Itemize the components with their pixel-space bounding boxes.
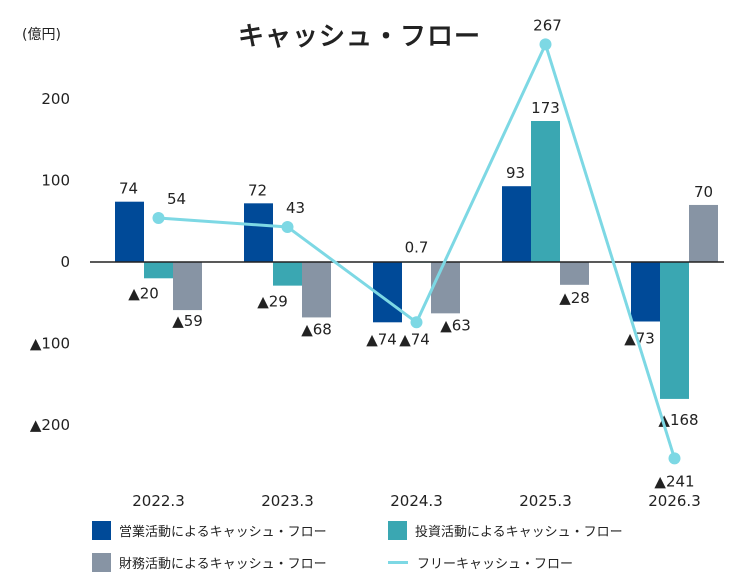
legend-item-operating: 営業活動によるキャッシュ・フロー [92,521,327,540]
point-free-cash-flow [410,316,423,329]
data-label-financing: ▲28 [559,289,590,307]
data-label-free: ▲74 [399,330,430,348]
legend-swatch-investing [388,521,407,540]
legend-swatch-operating [92,521,111,540]
point-free-cash-flow [668,452,681,465]
y-tick-label: 100 [41,172,70,190]
data-label-investing: 0.7 [405,238,429,256]
data-label-free: ▲241 [654,472,694,490]
bar-operating [502,186,531,262]
data-label-operating: 72 [248,181,267,199]
legend-label-operating: 営業活動によるキャッシュ・フロー [119,525,327,540]
data-label-financing: ▲63 [440,316,471,334]
bar-financing [302,262,331,318]
y-tick-label: 0 [60,253,70,271]
x-tick-label: 2023.3 [261,492,314,510]
x-tick-label: 2022.3 [132,492,185,510]
bar-financing [431,262,460,314]
legend-item-free: フリーキャッシュ・フロー [388,553,573,572]
data-label-financing: ▲59 [172,312,203,330]
data-label-investing: ▲29 [257,293,288,311]
legend-label-free: フリーキャッシュ・フロー [417,557,574,572]
y-tick-label: ▲100 [30,335,70,353]
data-label-financing: 70 [694,183,713,201]
legend-label-investing: 投資活動によるキャッシュ・フロー [415,525,623,540]
bar-operating [244,203,273,262]
point-free-cash-flow [152,211,165,224]
legend-line-free [388,561,408,564]
legend-item-financing: 財務活動によるキャッシュ・フロー [92,553,327,572]
bar-investing [273,262,302,286]
y-tick-label: ▲200 [30,416,70,434]
bar-investing [144,262,173,279]
bar-financing [560,262,589,285]
bar-investing [660,262,689,399]
x-tick-label: 2026.3 [648,492,701,510]
data-label-free: 43 [286,199,305,217]
bar-financing [173,262,202,311]
bar-operating [631,262,660,322]
legend-label-financing: 財務活動によるキャッシュ・フロー [119,557,327,572]
point-free-cash-flow [281,220,294,233]
point-free-cash-flow [539,38,552,51]
data-label-investing: 173 [531,99,560,117]
data-label-investing: ▲20 [128,284,159,302]
data-label-financing: ▲68 [301,320,332,338]
data-label-operating: ▲73 [624,329,655,347]
data-label-free: 267 [533,16,562,34]
x-tick-label: 2025.3 [519,492,572,510]
x-tick-label: 2024.3 [390,492,443,510]
data-label-investing: ▲168 [658,411,698,429]
bar-investing [531,121,560,262]
bar-operating [115,201,144,262]
chart-title: キャッシュ・フロー [238,22,482,52]
bar-financing [689,204,718,262]
unit-label: (億円) [22,27,61,43]
data-label-operating: 74 [119,180,138,198]
legend-swatch-financing [92,553,111,572]
data-label-operating: 93 [506,164,525,182]
data-label-operating: ▲74 [366,330,397,348]
legend-item-investing: 投資活動によるキャッシュ・フロー [388,521,623,540]
y-tick-label: 200 [41,90,70,108]
data-label-free: 54 [167,190,186,208]
